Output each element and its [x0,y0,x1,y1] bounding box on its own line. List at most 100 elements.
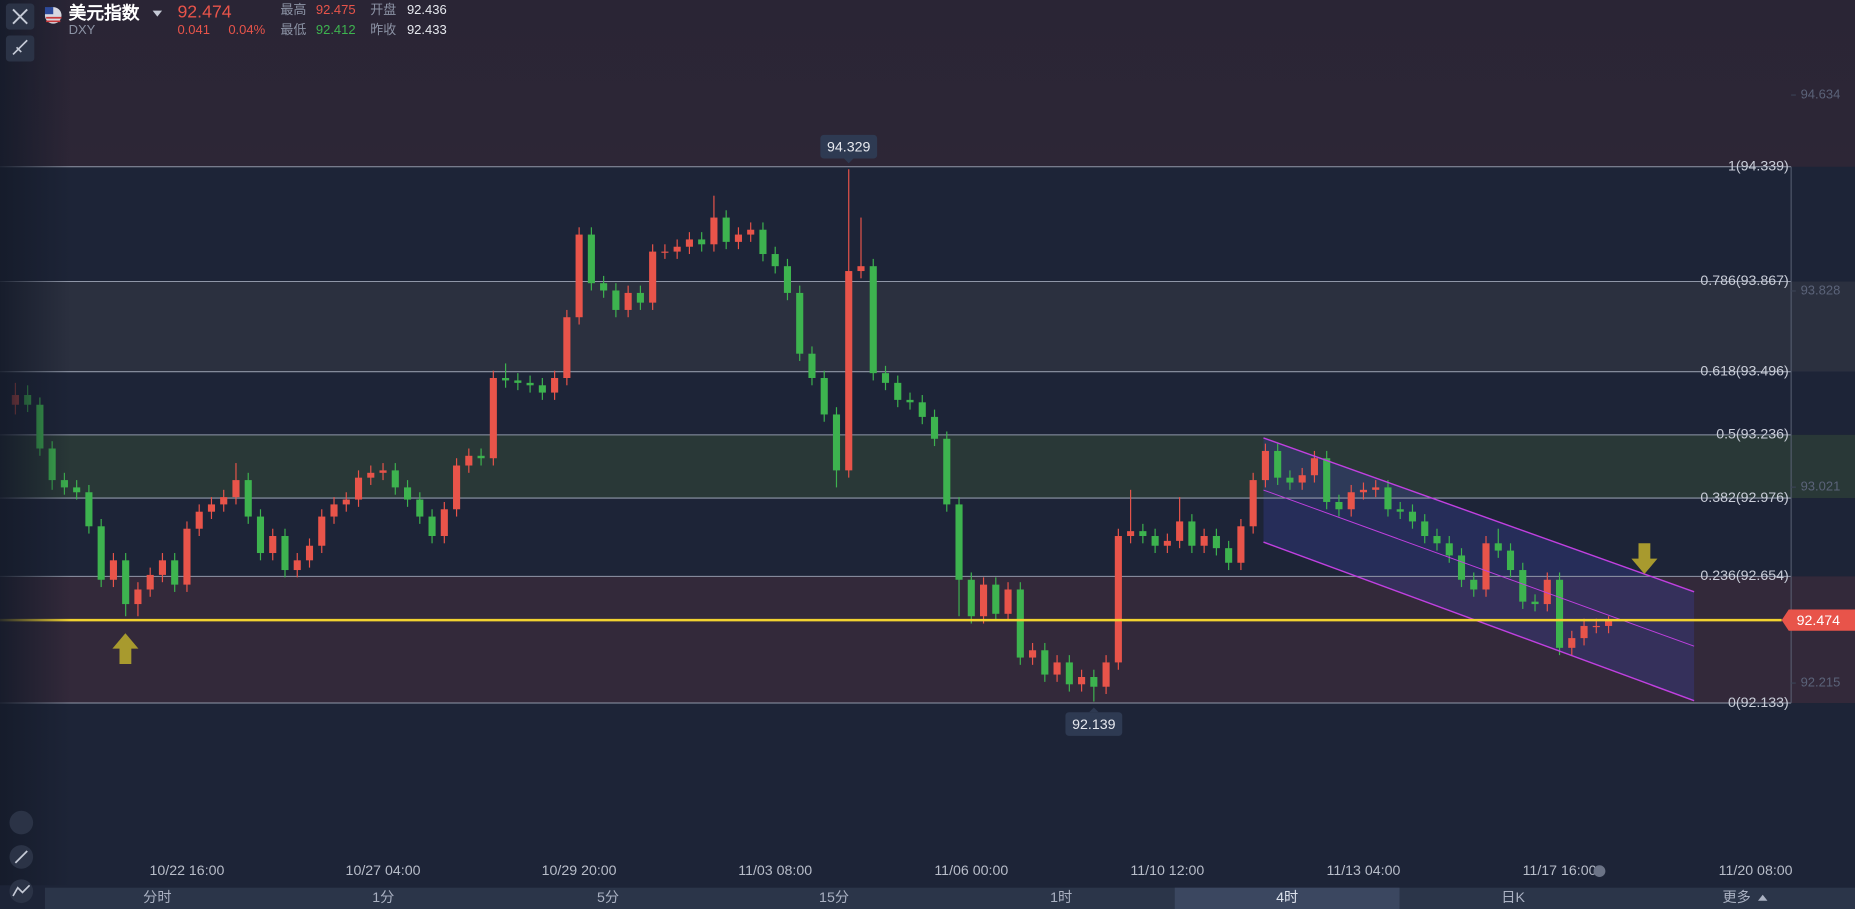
side-tools [9,810,34,904]
candle-body [600,283,608,291]
fib-label: 0.786(93.867) [1700,273,1788,289]
candle-body [1494,543,1502,551]
candle-body [1457,555,1466,580]
candle-body [538,385,546,393]
fib-label: 0.236(92.654) [1700,568,1788,584]
candle-body [146,574,154,590]
dropdown-caret[interactable] [152,10,163,17]
candle-body [747,229,755,235]
candle-body [759,229,767,255]
candle-body [293,560,301,571]
candle-body [1286,477,1294,483]
candle-body [1188,521,1196,546]
extreme-pointer [1089,707,1099,713]
draw-tool-button[interactable] [5,35,35,62]
current-price-label: 92.474 [1797,613,1840,629]
crosshair-dot [1593,865,1606,878]
instrument-name[interactable]: 美元指数 [69,2,140,23]
symbol: DXY [69,22,96,37]
candle-body [416,499,424,517]
tab-bar: 分时 1分 5分 15分 1时 4时 日K 更多 [44,887,1855,909]
candle-body [1004,589,1012,614]
fib-label: 0.5(93.236) [1716,427,1789,443]
candle-body [1592,625,1600,628]
header: 美元指数 DXY 92.474 0.041 0.04% 最高 92.475 开盘… [5,2,447,62]
indicator-button[interactable] [9,810,34,835]
x-tick-label: 11/06 00:00 [934,863,1008,879]
candle-body [514,380,522,383]
candle-body [232,480,240,498]
candle-body [1506,550,1515,571]
tab[interactable]: 更多 [1723,889,1751,906]
y-tick-label: 93.828 [1801,282,1841,297]
candle-body [489,378,497,459]
candle-body [1016,589,1024,658]
x-tick-label: 11/17 16:00 [1523,863,1597,879]
x-tick-label: 10/22 16:00 [149,863,224,879]
left-fade [0,0,71,886]
candle-body [771,254,779,267]
candle-body [379,470,387,473]
candle-body [967,579,975,617]
candle-body [710,217,718,245]
tab[interactable]: 1时 [1050,890,1072,906]
candle-body [1555,579,1564,648]
candle-body [403,487,412,500]
candle-body [1249,480,1257,527]
candle-body [1335,501,1343,510]
candle-body [1323,458,1331,502]
tab[interactable]: 4时 [1276,890,1298,906]
candle-body [1176,521,1184,541]
down-arrow [1631,543,1658,575]
candle-body [624,292,632,310]
candle-body [808,353,816,379]
last-price: 92.474 [177,2,231,22]
candle-body [906,399,914,403]
flag-canton [44,7,54,15]
candle-body [943,438,951,505]
candle-body [857,266,865,272]
x-tick-label: 11/10 12:00 [1130,863,1204,879]
candle-body [636,292,644,303]
candle-body [465,455,473,466]
candle-body [477,455,485,459]
tab[interactable]: 5分 [597,890,619,906]
x-tick-label: 11/13 04:00 [1327,863,1401,879]
candle-body [869,266,877,374]
tab[interactable]: 分时 [143,890,171,906]
extreme-box [820,134,878,159]
x-tick-label: 11/20 08:00 [1719,863,1793,879]
tab-selected-bg [1174,887,1400,909]
candle-body [220,497,228,505]
tab[interactable]: 日K [1501,890,1525,906]
candle-body [342,499,350,505]
candle-body [734,234,742,242]
candle-body [1310,458,1318,476]
fib-band [0,166,1855,282]
candle-body [526,382,534,386]
candle-body [367,472,375,478]
candle-body [563,317,571,379]
candle-body [1065,662,1073,685]
fib-label: 0(92.133) [1728,695,1789,711]
extreme-label: 94.329 [827,140,870,156]
candle-body [269,536,277,554]
tab-bar-bg [44,887,1855,909]
open-value: 92.436 [407,2,447,17]
candle-body [281,536,289,571]
candle-body [183,528,191,585]
candle-body [305,545,314,561]
high-label: 最高 [280,2,306,17]
candle-body [551,378,559,393]
candle-body [1359,489,1368,493]
tab[interactable]: 15分 [819,890,849,906]
candle-body [587,234,595,284]
x-tick-label: 10/27 04:00 [346,863,421,879]
tab[interactable]: 1分 [372,890,394,906]
candle-body [1041,650,1049,675]
low-value: 92.412 [316,22,356,37]
candle-body [318,516,326,546]
fib-band [0,281,1855,372]
